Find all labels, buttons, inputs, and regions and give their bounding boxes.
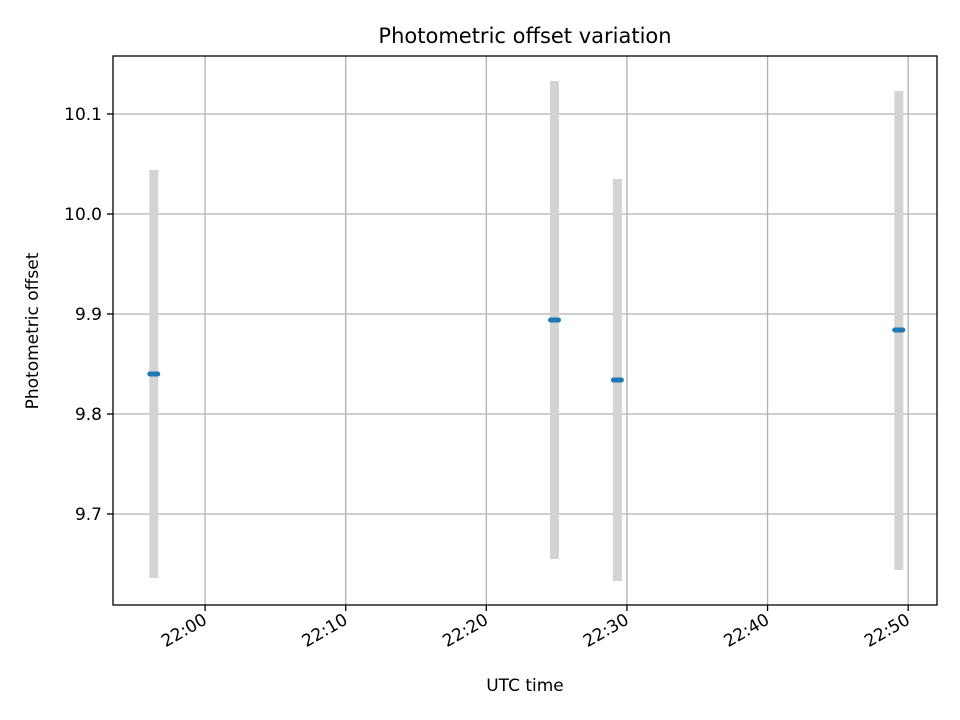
data-points (147, 317, 906, 383)
x-axis-label: UTC time (486, 676, 564, 696)
y-tick-label: 10.1 (64, 105, 102, 125)
plot-area-frame (112, 55, 938, 606)
y-axis-ticks: 9.7 9.8 9.9 10.0 10.1 (64, 105, 113, 525)
grid-lines (113, 56, 937, 605)
y-tick-label: 9.7 (75, 505, 102, 525)
chart-title: Photometric offset variation (378, 24, 671, 48)
y-tick-label: 9.8 (75, 405, 102, 425)
y-tick-label: 10.0 (64, 205, 102, 225)
y-tick-label: 9.9 (75, 305, 102, 325)
y-axis-label: Photometric offset (23, 252, 43, 409)
